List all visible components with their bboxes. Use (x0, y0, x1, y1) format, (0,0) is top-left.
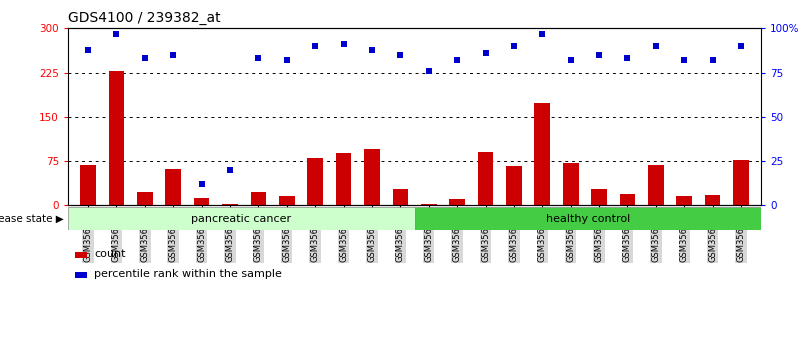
Point (82, 47, 95, 52)
Bar (336, 153, 352, 205)
Text: disease state ▶: disease state ▶ (0, 213, 64, 224)
Point (139, 56, 151, 61)
Text: percentile rank within the sample: percentile rank within the sample (95, 269, 282, 279)
Text: healthy control: healthy control (545, 213, 630, 224)
Point (536, 31, 549, 36)
Bar (75, 272, 87, 278)
Point (564, 57, 577, 63)
Point (195, 181, 208, 187)
Point (508, 43, 521, 49)
Bar (415, 207, 761, 230)
Bar (392, 189, 409, 205)
Bar (421, 204, 437, 205)
Bar (308, 158, 323, 205)
Bar (677, 196, 692, 205)
Bar (75, 252, 87, 258)
Bar (620, 194, 635, 205)
Bar (705, 195, 720, 205)
Point (650, 43, 662, 49)
Bar (222, 204, 238, 205)
Bar (449, 199, 465, 205)
Bar (109, 71, 124, 205)
Bar (165, 169, 181, 205)
Point (167, 52, 179, 58)
Bar (137, 192, 152, 205)
Bar (477, 152, 493, 205)
Point (280, 57, 293, 63)
Point (394, 52, 407, 58)
Bar (534, 103, 550, 205)
Bar (733, 160, 749, 205)
Text: GDS4100 / 239382_at: GDS4100 / 239382_at (68, 11, 221, 25)
Point (110, 31, 123, 36)
Bar (251, 192, 266, 205)
Point (308, 43, 321, 49)
Point (706, 57, 719, 63)
Text: pancreatic cancer: pancreatic cancer (191, 213, 292, 224)
Bar (364, 149, 380, 205)
Point (593, 52, 606, 58)
Point (252, 56, 265, 61)
Bar (563, 163, 578, 205)
Point (451, 57, 464, 63)
Point (337, 41, 350, 47)
Bar (80, 165, 96, 205)
Point (621, 56, 634, 61)
Text: count: count (95, 249, 126, 259)
Bar (194, 198, 209, 205)
Point (422, 68, 435, 74)
Point (678, 57, 690, 63)
Point (223, 167, 236, 173)
Bar (68, 207, 415, 230)
Point (479, 50, 492, 56)
Bar (506, 166, 521, 205)
Bar (648, 165, 664, 205)
Point (735, 43, 747, 49)
Point (365, 47, 378, 52)
Bar (591, 189, 607, 205)
Bar (279, 196, 295, 205)
